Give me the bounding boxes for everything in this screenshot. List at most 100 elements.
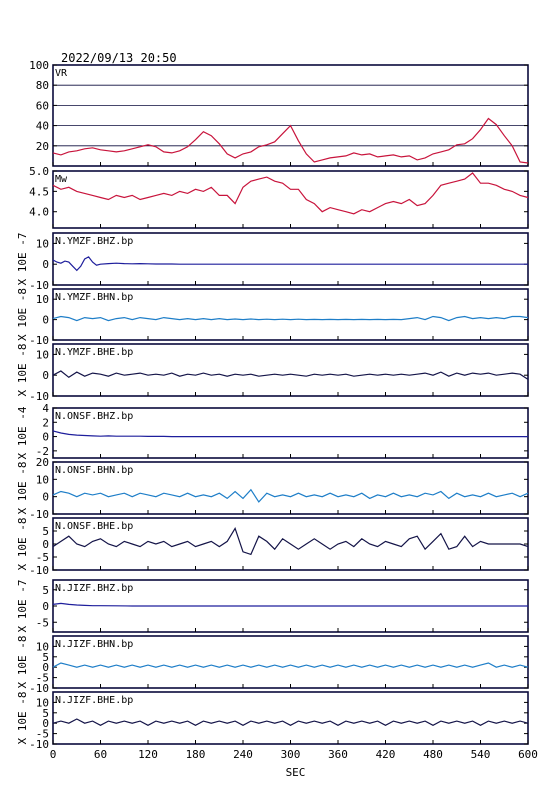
unit-label-jizf-bhn: X 10E -8 (16, 636, 29, 689)
ytick-label-onsf-bhz-2: 0 (42, 431, 49, 444)
unit-label-onsf-bhz: X 10E -4 (16, 406, 29, 459)
panel-onsf-bhe: 50-5-10 N.ONSF.BHE.bp X 10E -8 (16, 517, 529, 577)
series-line-jizf-bhn (52, 662, 529, 668)
panel-label-ymzf-bhe: N.YMZF.BHE.bp (55, 347, 133, 358)
series-line-ymzf-bhe (52, 370, 529, 380)
ytick-label-jizf-bhn-1: 5 (42, 651, 49, 664)
panel-label-ymzf-bhz: N.YMZF.BHZ.bp (55, 236, 133, 247)
panel-jizf-bhz: 5 0 -5 N.JIZF.BHZ.bp X 10E -7 (16, 579, 529, 633)
series-line-jizf-bhz (52, 602, 528, 607)
ytick-label-jizf-bhn-2: 0 (42, 661, 49, 674)
x-axis-label: SEC (286, 766, 306, 779)
unit-label-onsf-bhn: X 10E -8 (16, 462, 29, 515)
ytick-label-jizf-bhn-4: -10 (29, 682, 49, 695)
ytick-label-ymzf-bhn-0: 10 (36, 293, 49, 306)
ytick-label-jizf-bhe-1: 5 (42, 707, 49, 720)
series-line-onsf-bhe (52, 526, 529, 556)
panel-ymzf-bhe: 10 0 -10 N.YMZF.BHE.bp X 10E -8 (16, 343, 529, 403)
unit-label-ymzf-bhn: X 10E -8 (16, 288, 29, 341)
ytick-label-onsf-bhz-3: -2 (36, 445, 49, 458)
xtick-label-2: 120 (138, 748, 158, 761)
panel-label-mw: Mw (55, 174, 68, 185)
ytick-label-jizf-bhe-4: -10 (29, 738, 49, 751)
panel-label-ymzf-bhn: N.YMZF.BHN.bp (55, 292, 133, 303)
xtick-label-10: 600 (518, 748, 538, 761)
ytick-label-jizf-bhe-3: -5 (36, 728, 49, 741)
xtick-label-1: 60 (94, 748, 107, 761)
ytick-label-ymzf-bhz-1: 0 (42, 258, 49, 271)
ytick-label-onsf-bhe-2: -5 (36, 551, 49, 564)
ytick-label-onsf-bhe-3: -10 (29, 564, 49, 577)
unit-label-ymzf-bhz: X 10E -7 (16, 233, 29, 286)
xtick-label-3: 180 (186, 748, 206, 761)
xtick-label-6: 360 (328, 748, 348, 761)
panel-label-onsf-bhz: N.ONSF.BHZ.bp (55, 411, 133, 422)
ytick-label-onsf-bhe-1: 0 (42, 538, 49, 551)
ytick-label-jizf-bhz-2: -5 (36, 616, 49, 629)
ytick-label-jizf-bhn-0: 10 (36, 640, 49, 653)
xtick-label-8: 480 (423, 748, 443, 761)
panel-label-onsf-bhe: N.ONSF.BHE.bp (55, 521, 133, 532)
ytick-label-vr-4: 20 (36, 140, 49, 153)
ytick-label-jizf-bhz-1: 0 (42, 600, 49, 613)
ytick-label-ymzf-bhn-1: 0 (42, 314, 49, 327)
ytick-label-vr-1: 80 (36, 79, 49, 92)
ytick-label-vr-0: 100 (29, 59, 49, 72)
series-line-onsf-bhn (52, 488, 529, 503)
unit-label-onsf-bhe: X 10E -8 (16, 518, 29, 571)
series-line-ymzf-bhz (52, 256, 528, 272)
panel-frame-mw (52, 170, 529, 229)
series-line-ymzf-bhn (52, 315, 529, 322)
unit-label-jizf-bhe: X 10E -8 (16, 692, 29, 745)
ytick-label-ymzf-bhe-0: 10 (36, 348, 49, 361)
ytick-label-jizf-bhe-0: 10 (36, 696, 49, 709)
ytick-label-vr-2: 60 (36, 99, 49, 112)
ytick-label-mw-2: 4.0 (29, 206, 49, 219)
ytick-label-onsf-bhz-1: 2 (42, 416, 49, 429)
ytick-label-mw-1: 4.5 (29, 185, 49, 198)
xtick-label-4: 240 (233, 748, 253, 761)
ytick-label-ymzf-bhz-2: -10 (29, 279, 49, 292)
xtick-label-0: 0 (50, 748, 57, 761)
xtick-label-5: 300 (281, 748, 301, 761)
ytick-label-onsf-bhz-0: 4 (42, 402, 49, 415)
panel-label-jizf-bhn: N.JIZF.BHN.bp (55, 639, 133, 650)
xtick-label-9: 540 (471, 748, 491, 761)
ytick-label-jizf-bhn-3: -5 (36, 672, 49, 685)
series-line-jizf-bhe (52, 718, 529, 726)
ytick-label-ymzf-bhe-1: 0 (42, 369, 49, 382)
ytick-label-onsf-bhn-3: -10 (29, 508, 49, 521)
panel-onsf-bhn: 20 10 0 -10 N.ONSF.BHN.bp X 10E -8 (16, 456, 529, 521)
series-line-mw (52, 172, 529, 215)
panel-ymzf-bhn: 10 0 -10 N.YMZF.BHN.bp X 10E -8 (16, 288, 529, 347)
header-datetime: 2022/09/13 20:50 (61, 51, 177, 65)
ytick-label-mw-0: 5.0 (29, 165, 49, 178)
unit-label-jizf-bhz: X 10E -7 (16, 580, 29, 633)
ytick-label-ymzf-bhz-0: 10 (36, 237, 49, 250)
ytick-label-jizf-bhz-0: 5 (42, 584, 49, 597)
panel-label-vr: VR (55, 68, 68, 79)
ytick-label-onsf-bhn-1: 10 (36, 473, 49, 486)
ytick-label-vr-3: 40 (36, 120, 49, 133)
panel-mw: 5.0 4.5 4.0 Mw (29, 165, 529, 229)
series-line-vr (52, 117, 529, 164)
ytick-label-ymzf-bhe-2: -10 (29, 390, 49, 403)
ytick-label-onsf-bhn-0: 20 (36, 456, 49, 469)
panel-label-onsf-bhn: N.ONSF.BHN.bp (55, 465, 133, 476)
panel-label-jizf-bhz: N.JIZF.BHZ.bp (55, 583, 133, 594)
ytick-label-onsf-bhe-0: 5 (42, 525, 49, 538)
ytick-label-jizf-bhe-2: 0 (42, 717, 49, 730)
panel-ymzf-bhz: 10 0 -10 N.YMZF.BHZ.bp X 10E -7 (16, 232, 529, 292)
unit-label-ymzf-bhe: X 10E -8 (16, 344, 29, 397)
ytick-label-ymzf-bhn-2: -10 (29, 334, 49, 347)
panel-label-jizf-bhe: N.JIZF.BHE.bp (55, 695, 133, 706)
xtick-label-7: 420 (376, 748, 396, 761)
panel-vr: 100 80 60 40 20 VR (29, 59, 529, 167)
ytick-label-onsf-bhn-2: 0 (42, 491, 49, 504)
panel-onsf-bhz: 42 0-2 N.ONSF.BHZ.bp X 10E -4 (16, 402, 529, 459)
series-line-onsf-bhz (52, 430, 528, 438)
